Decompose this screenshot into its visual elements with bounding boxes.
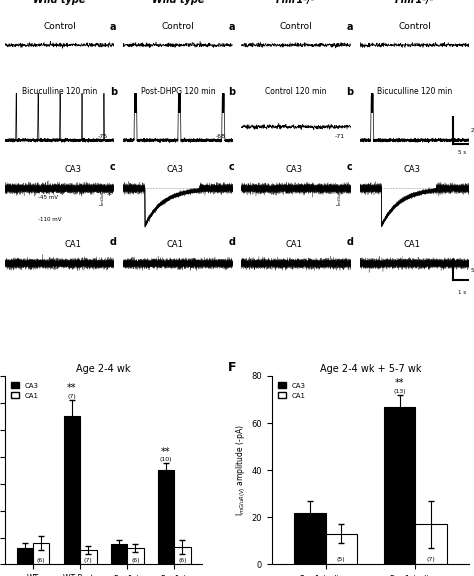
Text: (6): (6) [131,558,140,563]
Bar [17,548,33,564]
Legend: CA3, CA1: CA3, CA1 [275,380,309,401]
Text: (6): (6) [20,558,29,563]
Text: C: C [225,0,234,1]
Text: a: a [228,21,235,32]
Text: b: b [110,86,117,97]
Bar [80,550,97,564]
Text: -69: -69 [216,43,226,48]
Text: Control 120 min: Control 120 min [265,86,327,96]
Text: d: d [346,237,354,247]
Text: (7): (7) [67,558,76,563]
Text: Control: Control [162,21,194,31]
Text: Wild type: Wild type [33,0,86,5]
Bar [415,524,447,564]
Bar [174,547,191,564]
Text: (6): (6) [37,558,46,563]
Bar [384,407,415,564]
Text: 1 s: 1 s [458,290,466,295]
Text: **: ** [395,378,404,388]
Text: -45 mV: -45 mV [37,195,58,199]
Text: Post-DHPG 120 min: Post-DHPG 120 min [140,86,215,96]
Bar [294,513,326,564]
Text: 50 pA: 50 pA [472,268,474,273]
Text: c: c [346,162,352,172]
Text: Bicuculline 120 min: Bicuculline 120 min [377,86,452,96]
Text: CA3: CA3 [403,165,420,174]
Legend: CA3, CA1: CA3, CA1 [8,380,42,401]
Text: -71: -71 [334,134,345,139]
Text: *: * [107,191,111,200]
Bar [110,544,127,564]
Text: a: a [346,21,353,32]
Text: (6): (6) [115,558,123,563]
Bar [33,543,49,564]
Text: (6): (6) [178,558,187,563]
Text: Fmr1-/-: Fmr1-/- [395,0,434,5]
Text: CA3: CA3 [65,165,82,174]
Text: a: a [110,21,117,32]
Text: B: B [107,0,116,1]
Text: d: d [228,237,235,247]
Text: (7): (7) [427,557,436,562]
Text: (7): (7) [67,394,76,399]
Text: CA1: CA1 [167,240,184,249]
Text: CA1: CA1 [403,240,420,249]
Text: CA1: CA1 [285,240,302,249]
Y-axis label: I$_{mGluR(V)}$ amplitude (-pA): I$_{mGluR(V)}$ amplitude (-pA) [235,425,248,516]
Text: (10): (10) [160,558,172,563]
Bar [326,534,357,564]
Text: F: F [228,361,237,374]
Text: -75: -75 [98,134,108,139]
Bar [158,470,174,564]
Title: Age 2-4 wk: Age 2-4 wk [76,364,131,374]
Text: Fmr1-/-: Fmr1-/- [276,0,316,5]
Text: -68: -68 [216,134,226,139]
Text: (7): (7) [84,558,92,563]
Text: c: c [110,162,116,172]
Text: 20 mV: 20 mV [472,128,474,132]
Text: (13): (13) [393,557,406,562]
Text: Wild type: Wild type [152,0,204,5]
Text: 5 s: 5 s [458,150,466,156]
Text: CA1: CA1 [65,240,82,249]
Title: Age 2-4 wk + 5-7 wk: Age 2-4 wk + 5-7 wk [319,364,421,374]
Text: Control: Control [43,21,76,31]
Text: (13): (13) [303,557,316,562]
Text: (10): (10) [160,457,172,462]
Text: I$_{mGluR(V)}$: I$_{mGluR(V)}$ [336,184,344,206]
Bar [64,416,80,564]
Text: -71: -71 [98,43,108,48]
Text: **: ** [161,447,171,457]
Text: b: b [228,86,236,97]
Text: c: c [228,162,234,172]
Text: (5): (5) [337,557,346,562]
Text: Control: Control [398,21,431,31]
Text: b: b [346,86,354,97]
Text: Bicuculline 120 min: Bicuculline 120 min [22,86,97,96]
Text: -67: -67 [334,43,345,48]
Text: (13): (13) [393,389,406,393]
Text: -110 mV: -110 mV [37,217,61,222]
Text: d: d [110,237,117,247]
Text: **: ** [67,384,77,393]
Text: I$_{mGluR(V)}$: I$_{mGluR(V)}$ [99,184,108,206]
Text: D: D [343,0,354,1]
Text: CA3: CA3 [167,165,184,174]
Bar [127,548,144,564]
Text: CA3: CA3 [285,165,302,174]
Text: Control: Control [280,21,312,31]
